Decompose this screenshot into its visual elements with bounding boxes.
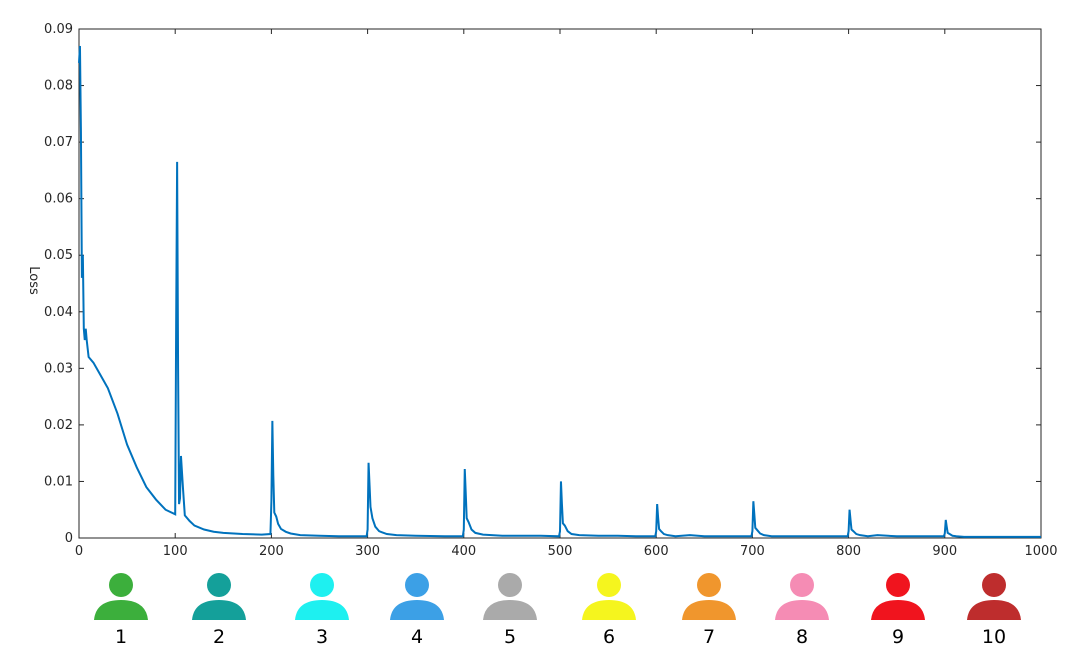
user-icon [871, 573, 925, 620]
x-tick-label: 0 [75, 544, 83, 559]
x-tick-label: 300 [355, 544, 380, 559]
y-tick-label: 0.01 [44, 474, 73, 489]
x-axis: 0 100 200 300 400 500 600 700 800 900 1000 [75, 29, 1058, 559]
y-axis: 0 0.01 0.02 0.03 0.04 0.05 0.06 0.07 0.08 0.09 [44, 22, 1041, 546]
user-number-label: 1 [115, 626, 127, 645]
user-3: 3 [295, 573, 349, 645]
user-icon [967, 573, 1021, 620]
user-number-label: 3 [316, 626, 328, 645]
user-number-label: 5 [504, 626, 516, 645]
x-tick-label: 600 [644, 544, 669, 559]
loss-series-line [78, 45, 1041, 538]
user-number-label: 6 [603, 626, 615, 645]
user-number-label: 8 [796, 626, 808, 645]
user-icon [192, 573, 246, 620]
y-axis-label: Loss [26, 266, 41, 295]
user-icon [775, 573, 829, 620]
plot-area [78, 28, 1042, 539]
user-icon [94, 573, 148, 620]
x-tick-label: 900 [932, 544, 957, 559]
user-number-label: 4 [411, 626, 423, 645]
x-tick-label: 200 [259, 544, 284, 559]
x-tick-label: 700 [740, 544, 765, 559]
y-tick-label: 0.07 [44, 135, 73, 150]
user-10: 10 [967, 573, 1021, 645]
user-6: 6 [582, 573, 636, 645]
user-4: 4 [390, 573, 444, 645]
user-number-label: 9 [892, 626, 904, 645]
y-tick-label: 0.04 [44, 305, 73, 320]
user-icon [582, 573, 636, 620]
user-icon [390, 573, 444, 620]
user-8: 8 [775, 573, 829, 645]
user-2: 2 [192, 573, 246, 645]
y-tick-label: 0.09 [44, 22, 73, 37]
x-tick-label: 800 [836, 544, 861, 559]
x-tick-label: 100 [163, 544, 188, 559]
user-7: 7 [682, 573, 736, 645]
y-tick-label: 0.08 [44, 79, 73, 94]
user-legend: 1 2 3 4 5 6 7 8 9 10 [94, 573, 1021, 645]
user-number-label: 2 [213, 626, 225, 645]
user-icon [483, 573, 537, 620]
y-tick-label: 0 [65, 531, 73, 546]
y-tick-label: 0.05 [44, 248, 73, 263]
user-1: 1 [94, 573, 148, 645]
x-tick-label: 500 [548, 544, 573, 559]
user-icon [295, 573, 349, 620]
user-number-label: 10 [982, 626, 1006, 645]
user-9: 9 [871, 573, 925, 645]
x-tick-label: 400 [451, 544, 476, 559]
user-icon [682, 573, 736, 620]
y-tick-label: 0.06 [44, 192, 73, 207]
y-tick-label: 0.03 [44, 361, 73, 376]
x-tick-label: 1000 [1024, 544, 1057, 559]
y-tick-label: 0.02 [44, 418, 73, 433]
user-number-label: 7 [703, 626, 715, 645]
user-5: 5 [483, 573, 537, 645]
